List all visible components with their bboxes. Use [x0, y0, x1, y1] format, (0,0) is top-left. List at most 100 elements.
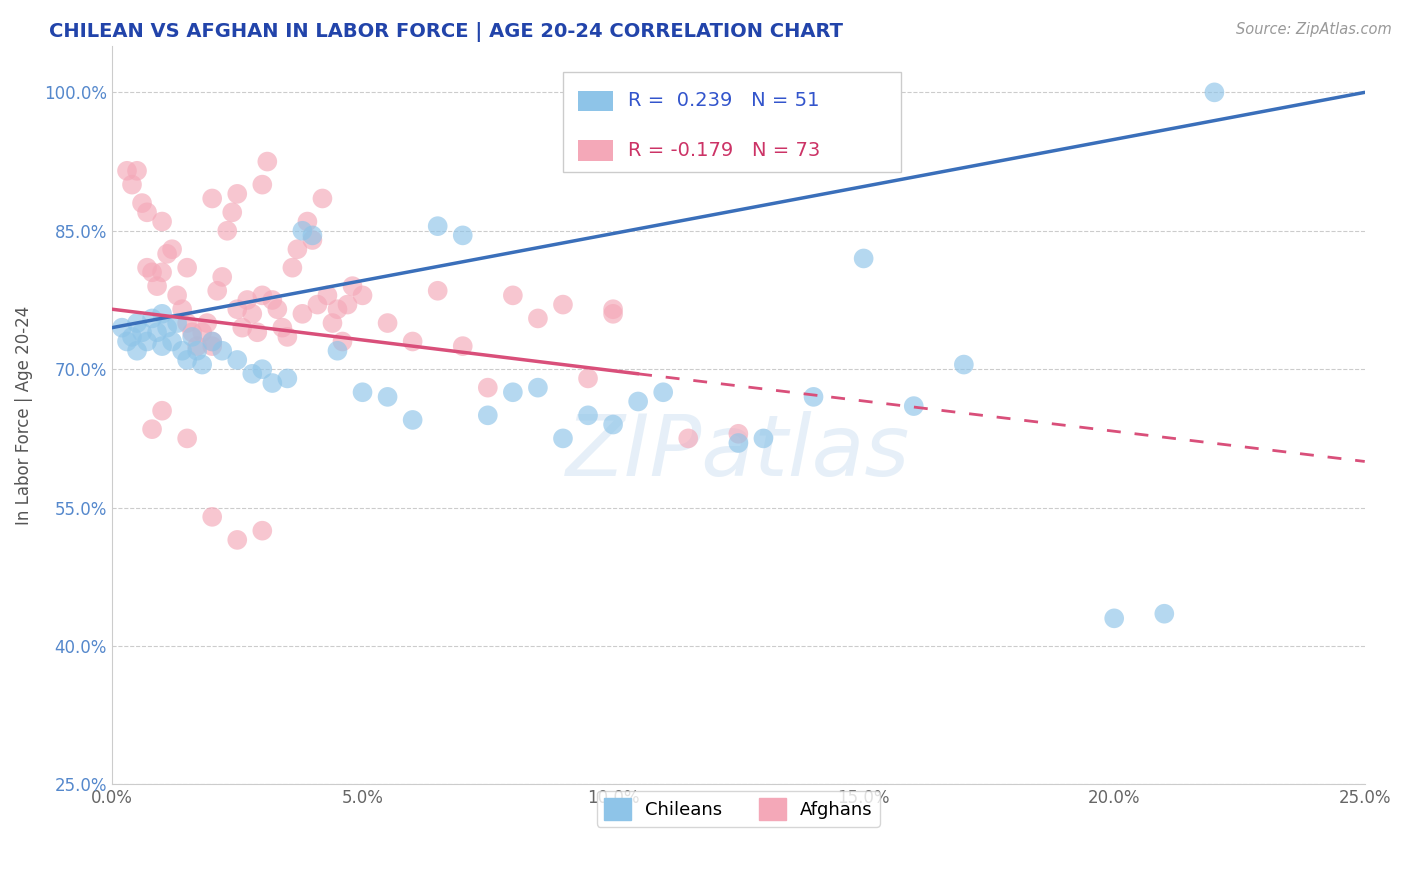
- Point: [156, 320, 179, 334]
- Point: [276, 330, 298, 344]
- Point: [201, 334, 224, 349]
- Point: [150, 307, 173, 321]
- Point: [156, 247, 179, 261]
- Point: [176, 316, 198, 330]
- Point: [678, 431, 700, 445]
- Point: [141, 265, 163, 279]
- Point: [652, 385, 675, 400]
- Point: [160, 334, 183, 349]
- Point: [166, 288, 188, 302]
- Point: [201, 339, 224, 353]
- Point: [252, 362, 274, 376]
- Point: [502, 288, 524, 302]
- Point: [262, 293, 284, 307]
- Point: [451, 339, 474, 353]
- Legend: Chileans, Afghans: Chileans, Afghans: [596, 790, 880, 827]
- Point: [115, 163, 138, 178]
- Point: [326, 302, 349, 317]
- Point: [231, 320, 253, 334]
- Point: [191, 326, 214, 340]
- Point: [252, 288, 274, 302]
- Point: [377, 316, 399, 330]
- Point: [576, 409, 599, 423]
- Point: [236, 293, 259, 307]
- Point: [115, 334, 138, 349]
- Point: [602, 307, 624, 321]
- Point: [281, 260, 304, 275]
- Point: [131, 326, 153, 340]
- Point: [852, 252, 875, 266]
- Point: [111, 320, 134, 334]
- Point: [1102, 611, 1125, 625]
- Point: [401, 334, 423, 349]
- Point: [217, 224, 239, 238]
- Point: [226, 353, 249, 368]
- Point: [125, 343, 148, 358]
- Point: [201, 509, 224, 524]
- Point: [176, 353, 198, 368]
- Point: [181, 326, 204, 340]
- Point: [297, 214, 319, 228]
- Point: [240, 307, 263, 321]
- Point: [527, 311, 550, 326]
- Point: [136, 334, 159, 349]
- Point: [176, 431, 198, 445]
- Point: [256, 154, 278, 169]
- Point: [602, 302, 624, 317]
- Point: [401, 413, 423, 427]
- Point: [211, 269, 233, 284]
- Point: [502, 385, 524, 400]
- Point: [727, 426, 749, 441]
- Point: [311, 192, 333, 206]
- Text: ZIPatlas: ZIPatlas: [567, 410, 911, 494]
- Point: [321, 316, 343, 330]
- Point: [287, 242, 309, 256]
- Point: [201, 334, 224, 349]
- Point: [226, 186, 249, 201]
- Point: [146, 326, 169, 340]
- Point: [181, 330, 204, 344]
- Point: [291, 307, 314, 321]
- Point: [125, 316, 148, 330]
- Point: [131, 196, 153, 211]
- Point: [291, 224, 314, 238]
- Point: [551, 431, 574, 445]
- Point: [125, 163, 148, 178]
- Point: [551, 297, 574, 311]
- Bar: [562, 72, 901, 172]
- Text: Source: ZipAtlas.com: Source: ZipAtlas.com: [1236, 22, 1392, 37]
- Point: [211, 343, 233, 358]
- Point: [205, 284, 228, 298]
- Point: [1153, 607, 1175, 621]
- Point: [301, 233, 323, 247]
- Point: [576, 371, 599, 385]
- Point: [953, 358, 976, 372]
- Point: [352, 385, 374, 400]
- Point: [160, 242, 183, 256]
- Point: [252, 178, 274, 192]
- Bar: [578, 90, 613, 112]
- Point: [301, 228, 323, 243]
- Point: [271, 320, 294, 334]
- Bar: [578, 140, 613, 161]
- Point: [136, 205, 159, 219]
- Point: [136, 260, 159, 275]
- Point: [150, 214, 173, 228]
- Point: [276, 371, 298, 385]
- Point: [627, 394, 650, 409]
- Point: [150, 339, 173, 353]
- Point: [226, 302, 249, 317]
- Point: [191, 358, 214, 372]
- Point: [121, 178, 143, 192]
- Point: [186, 339, 208, 353]
- Point: [240, 367, 263, 381]
- Text: R = -0.179   N = 73: R = -0.179 N = 73: [628, 141, 820, 160]
- Point: [527, 381, 550, 395]
- Point: [342, 279, 364, 293]
- Point: [121, 330, 143, 344]
- Point: [166, 316, 188, 330]
- Point: [336, 297, 359, 311]
- Point: [451, 228, 474, 243]
- Point: [246, 326, 269, 340]
- Point: [803, 390, 825, 404]
